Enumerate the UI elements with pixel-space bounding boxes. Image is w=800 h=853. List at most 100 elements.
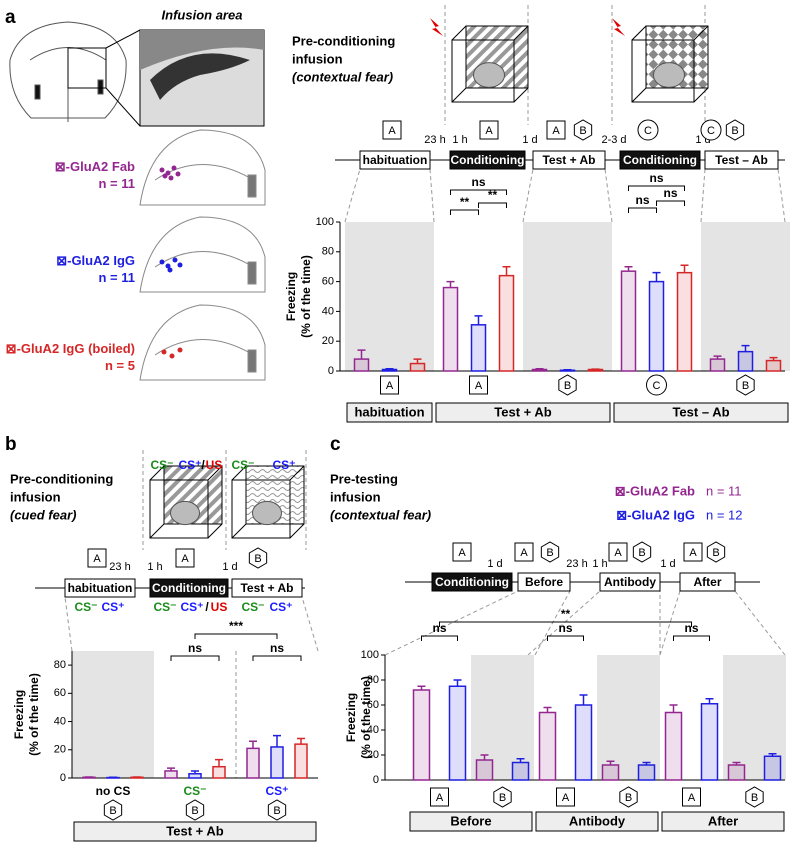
interval-label: 2-3 d [601,134,626,146]
bar [409,362,426,372]
error-bar [385,368,394,370]
error-bar [480,754,489,760]
context-label: B [731,125,738,137]
significance-bracket [673,635,710,641]
y-axis-label: Freezing [12,690,26,739]
bar [727,764,746,781]
context-circle [700,119,722,141]
y-tick-label: 60 [367,699,379,711]
cage-edge [149,523,165,539]
y-tick-label: 20 [322,335,334,347]
bar [676,271,693,372]
legend-n: n = 11 [98,270,136,285]
significance-label: ns [432,621,446,635]
context-label: A [689,547,697,559]
panel-letter: b [5,434,17,455]
cage-edge [207,465,223,481]
stage-label: After [693,575,721,589]
bar [470,324,487,372]
bar [381,368,398,372]
bar [538,711,557,781]
significance-label: ** [488,188,498,202]
group-label: Before [450,813,491,828]
group-box [409,811,533,832]
bar [412,689,431,781]
significance-bracket [439,621,692,627]
cue-label: / [201,458,205,472]
shaded-region [523,222,612,371]
bar [353,358,370,372]
y-axis-label: Freezing [344,693,358,742]
x-tick-label: no CS [96,784,131,798]
interval-label: 1 d [222,561,237,573]
significance-label: ** [561,607,571,621]
significance-bracket [450,209,479,215]
bar [601,764,620,781]
brain-slices [139,129,266,381]
error-bar [680,264,689,273]
significance-label: ns [270,641,284,655]
group-label: Test + Ab [494,404,551,419]
error-bar [417,685,426,690]
cage-front [231,479,291,539]
cage-edge [451,25,467,41]
cue-label: CS⁻ [74,600,97,614]
y-tick-label: 80 [54,659,66,671]
context-hexagon [706,541,726,563]
significance-label: ns [558,621,572,635]
group-label: Test + Ab [166,823,223,838]
y-tick-label: 0 [373,774,379,786]
significance-bracket [194,633,278,639]
stage-label: Test + Ab [240,581,293,595]
stage-label: Antibody [604,575,656,589]
panel-title: Pre-testing [330,471,398,486]
error-bar [705,698,714,704]
significance-bracket [656,200,685,206]
context-box [430,787,449,807]
group-label: Antibody [569,813,626,828]
legend-entry: ⊠-GluA2 IgG n = 11 [5,252,135,286]
error-bar [453,679,462,687]
context-hexagon [573,119,593,141]
context-label: A [520,547,528,559]
cage-edge [231,523,247,539]
error-bar [273,734,281,747]
interval-label: 23 h [424,134,445,146]
legend-label: ⊠-GluA2 Fab [54,159,135,174]
context-box [514,542,534,562]
context-label: A [552,125,560,137]
context-box [546,120,566,140]
significance-label: ** [460,195,470,209]
error-bar [669,704,678,713]
y-tick-label: 0 [328,365,334,377]
group-box [435,402,611,423]
bar [212,765,226,779]
bar [648,280,665,372]
context-label: B [638,547,645,559]
context-box [175,548,195,568]
stage-box [359,150,431,170]
group-box [73,821,317,842]
bar [498,274,515,372]
bar [442,286,459,372]
interval-label: 1 d [660,558,675,570]
significance-bracket [628,185,685,191]
context-box [380,375,399,395]
y-axis-label: (% of the time) [359,676,373,759]
significance-bracket [170,655,220,661]
cue-label: US [206,458,223,472]
cage-edge [513,87,529,103]
bar [620,270,637,372]
y-tick-label: 40 [54,715,66,727]
mouse [473,62,505,88]
context-hexagon [619,786,638,808]
significance-label: ns [663,186,677,200]
panel-title: infusion [292,51,343,66]
mouse [653,62,685,88]
context-label: A [436,792,444,804]
stage-box [679,572,736,592]
significance-label: ns [471,175,485,189]
context-label: B [546,547,553,559]
context-label: C [707,125,715,137]
